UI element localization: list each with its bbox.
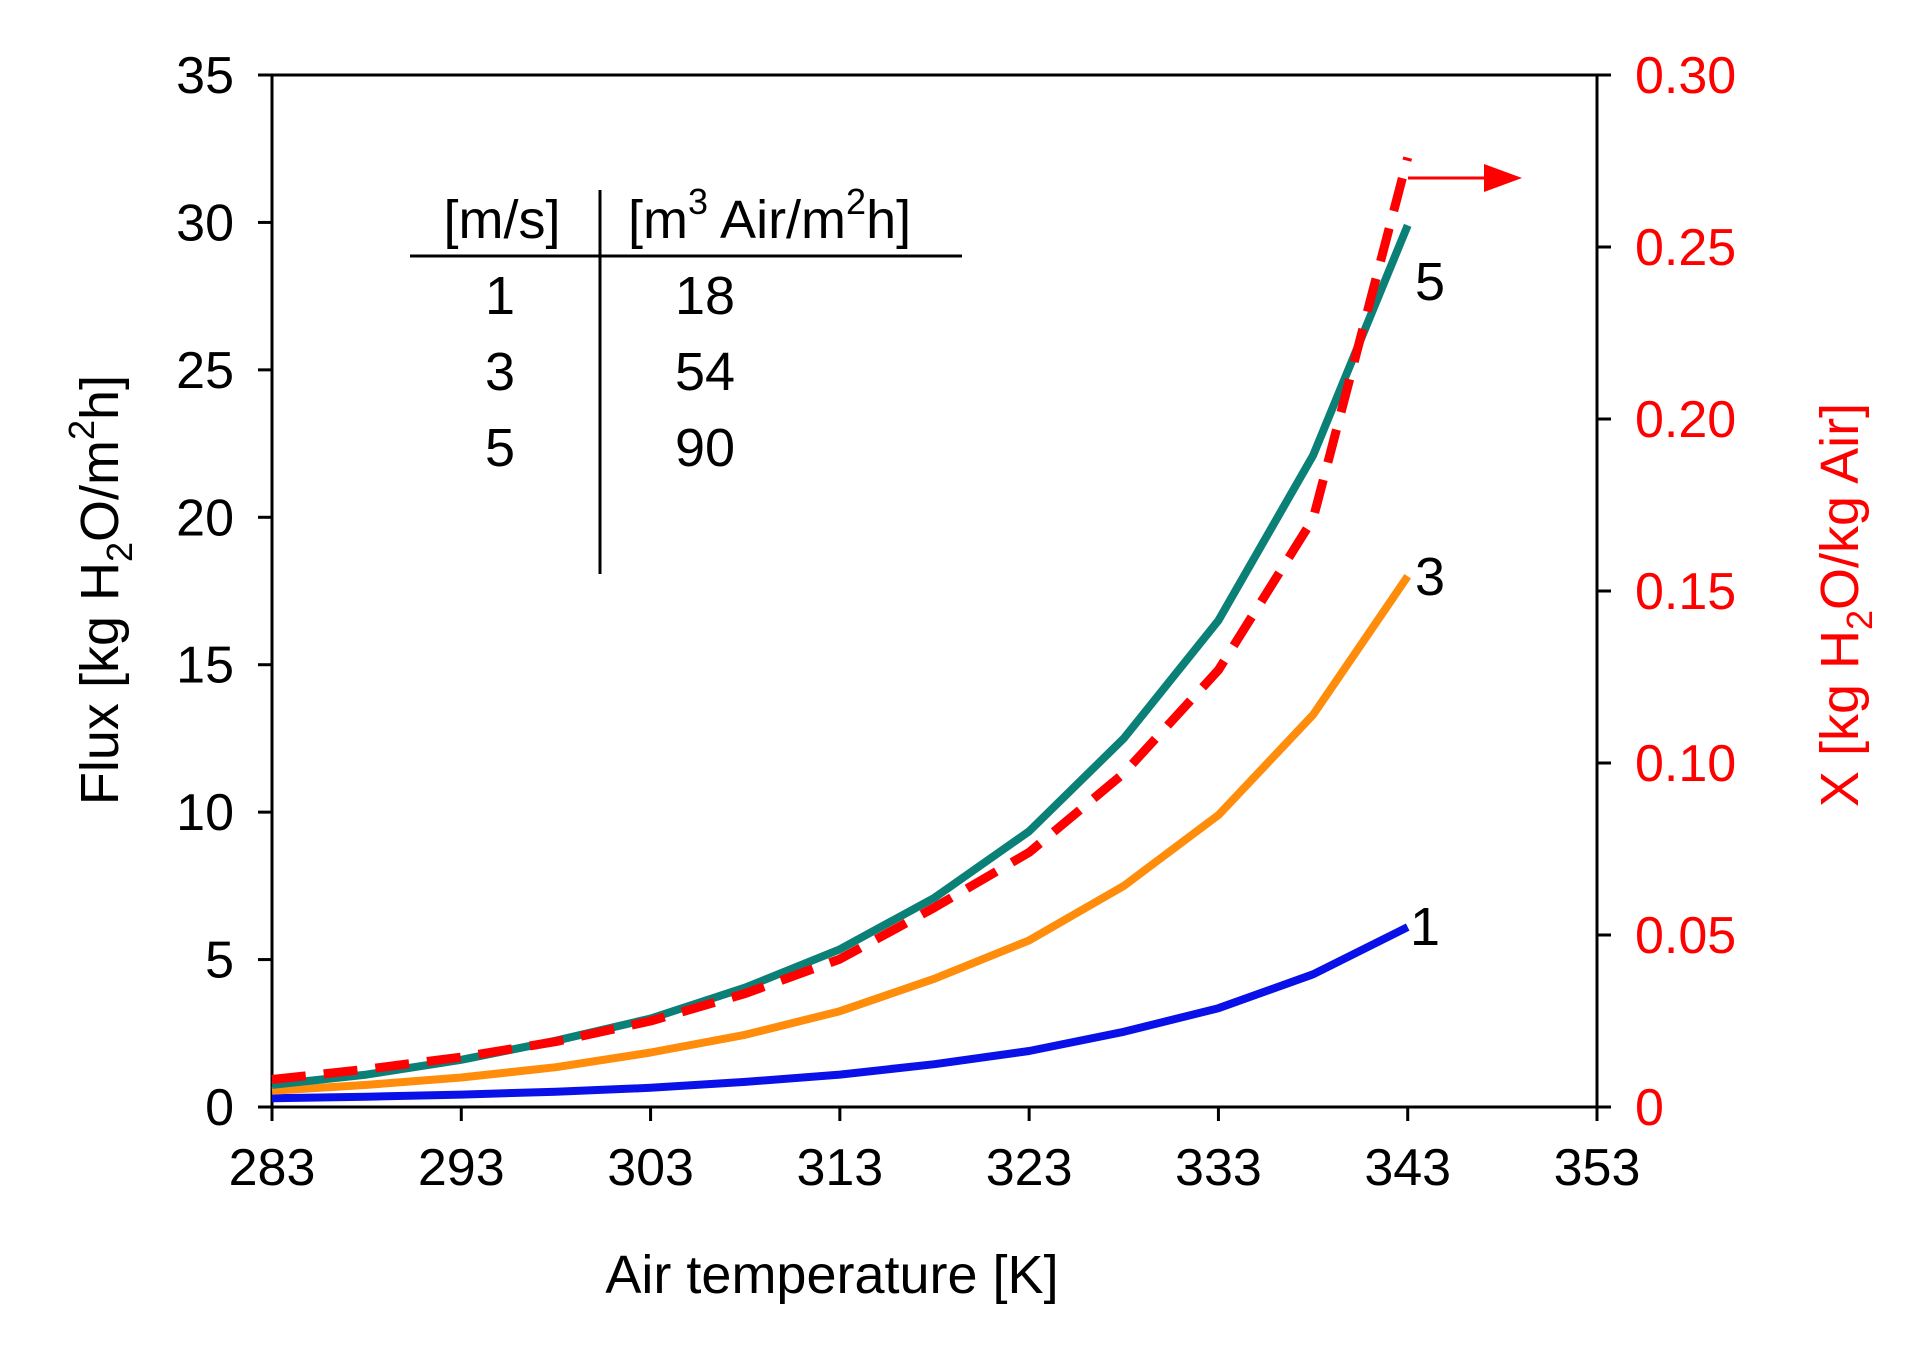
x-tick-label: 303 bbox=[607, 1139, 694, 1197]
x-tick-label: 353 bbox=[1554, 1139, 1641, 1197]
y-axis-right-title: X [kg H2O/kg Air] bbox=[1810, 403, 1880, 807]
table-cell: 3 bbox=[485, 342, 515, 402]
series-line-x bbox=[271, 156, 1413, 1084]
series-line-1 bbox=[271, 923, 1410, 1103]
series-line-3 bbox=[271, 574, 1412, 1095]
y-left-tick-label: 20 bbox=[176, 489, 234, 547]
velocity-flow-table: [m/s] [m3 Air/m2h] 1 18 3 54 5 90 bbox=[410, 181, 962, 574]
y-right-tick-label: 0.25 bbox=[1635, 219, 1736, 277]
table-cell: 54 bbox=[675, 342, 735, 402]
y-left-tick-label: 0 bbox=[205, 1079, 234, 1137]
series-line-5 bbox=[271, 223, 1412, 1089]
table-cell: 1 bbox=[485, 266, 515, 326]
series-label-1: 1 bbox=[1410, 897, 1440, 957]
table-cell: 90 bbox=[675, 418, 735, 478]
y-left-tick-label: 30 bbox=[176, 194, 234, 252]
x-tick-label: 323 bbox=[986, 1139, 1073, 1197]
y-right-tick-label: 0 bbox=[1635, 1079, 1664, 1137]
x-tick-label: 333 bbox=[1175, 1139, 1262, 1197]
y-left-tick-label: 10 bbox=[176, 784, 234, 842]
x-tick-label: 343 bbox=[1364, 1139, 1451, 1197]
y-left-tick-label: 15 bbox=[176, 637, 234, 695]
y-right-tick-label: 0.05 bbox=[1635, 907, 1736, 965]
y-left-tick-label: 25 bbox=[176, 342, 234, 400]
table-header-right: [m3 Air/m2h] bbox=[628, 181, 911, 250]
x-tick-label: 283 bbox=[229, 1139, 316, 1197]
x-axis-title: Air temperature [K] bbox=[605, 1245, 1058, 1305]
table-cell: 18 bbox=[675, 266, 735, 326]
right-axis-arrow-icon bbox=[1408, 164, 1522, 192]
table-cell: 5 bbox=[485, 418, 515, 478]
x-tick-label: 313 bbox=[796, 1139, 883, 1197]
table-header-left: [m/s] bbox=[444, 190, 561, 250]
y-right-tick-label: 0.30 bbox=[1635, 47, 1736, 105]
y-right-tick-label: 0.15 bbox=[1635, 563, 1736, 621]
y-axis-left-title: Flux [kg H2O/m2h] bbox=[61, 375, 140, 805]
y-right-tick-label: 0.20 bbox=[1635, 391, 1736, 449]
y-left-tick-label: 35 bbox=[176, 47, 234, 105]
y-right-tick-label: 0.10 bbox=[1635, 735, 1736, 793]
x-tick-label: 293 bbox=[418, 1139, 505, 1197]
series-label-5: 5 bbox=[1415, 252, 1445, 312]
y-left-tick-label: 5 bbox=[205, 932, 234, 990]
series-label-3: 3 bbox=[1415, 547, 1445, 607]
